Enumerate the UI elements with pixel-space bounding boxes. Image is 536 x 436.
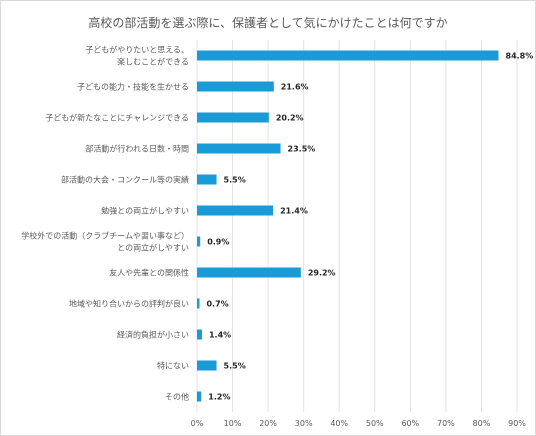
value-label: 29.2% — [308, 269, 336, 278]
category-label: 部活動の大会・コンクール等の実績 — [61, 175, 189, 185]
x-tick-label: 90% — [508, 419, 526, 428]
chart-title: 高校の部活動を選ぶ際に、保護者として気にかけたことは何ですか — [88, 16, 448, 30]
bar — [197, 81, 274, 92]
value-label: 20.2% — [276, 114, 304, 123]
bar — [197, 174, 217, 185]
bar — [197, 360, 217, 371]
category-label: 地域や知り合いからの評判が良い — [69, 299, 189, 309]
x-tick-label: 60% — [401, 419, 419, 428]
bar — [197, 143, 281, 154]
bar — [197, 112, 269, 123]
bar — [197, 267, 301, 278]
x-tick-label: 70% — [437, 419, 455, 428]
value-label: 1.4% — [209, 331, 231, 340]
value-labels: 84.8% 21.6% 20.2% 23.5% 5.5% 21.4% 0.9% 29.2% 0.… — [206, 52, 533, 402]
category-label: その他 — [165, 392, 189, 402]
grid-lines — [196, 40, 518, 412]
x-tick-label: 80% — [473, 419, 491, 428]
bars — [197, 50, 499, 402]
value-label: 0.7% — [206, 300, 228, 309]
x-tick-label: 10% — [224, 419, 242, 428]
bar — [197, 391, 202, 402]
category-label: 特にない — [157, 361, 189, 371]
value-label: 1.2% — [208, 393, 230, 402]
value-label: 5.5% — [224, 176, 246, 185]
bar — [197, 50, 499, 61]
bar — [197, 298, 200, 309]
value-label: 84.8% — [506, 52, 534, 61]
value-label: 5.5% — [224, 362, 246, 371]
category-label: 学校外での活動（クラブチームや習い事など） — [21, 231, 189, 241]
category-label: 部活動が行われる日数・時間 — [85, 144, 189, 154]
value-label: 21.4% — [280, 207, 308, 216]
category-label: 友人や先輩との関係性 — [109, 268, 189, 278]
bar — [197, 329, 202, 340]
x-tick-label: 20% — [259, 419, 277, 428]
category-label: 経済的負担が小さい — [117, 330, 189, 340]
value-label: 21.6% — [281, 83, 309, 92]
category-label: 子どもがやりたいと思える、 — [85, 45, 189, 55]
category-label: 勉強との両立がしやすい — [101, 206, 189, 216]
category-label: 子どもの能力・技能を生かせる — [77, 82, 189, 92]
bar — [197, 236, 201, 247]
value-label: 0.9% — [207, 238, 229, 247]
category-label: との両立がしやすい — [117, 243, 189, 253]
category-labels: 子どもがやりたいと思える、楽しむことができる子どもの能力・技能を生かせる子どもが… — [21, 45, 189, 402]
x-tick-label: 0% — [191, 419, 204, 428]
x-tick-label: 40% — [330, 419, 348, 428]
category-label: 子どもが新たなことにチャレンジできる — [45, 113, 189, 123]
x-axis-ticks: 0% 10% 20% 30% 40% 50% 60% 70% 80% 90% — [191, 419, 527, 428]
value-label: 23.5% — [288, 145, 316, 154]
x-tick-label: 30% — [295, 419, 313, 428]
x-tick-label: 50% — [366, 419, 384, 428]
category-label: 楽しむことができる — [117, 57, 189, 67]
bar — [197, 205, 274, 216]
